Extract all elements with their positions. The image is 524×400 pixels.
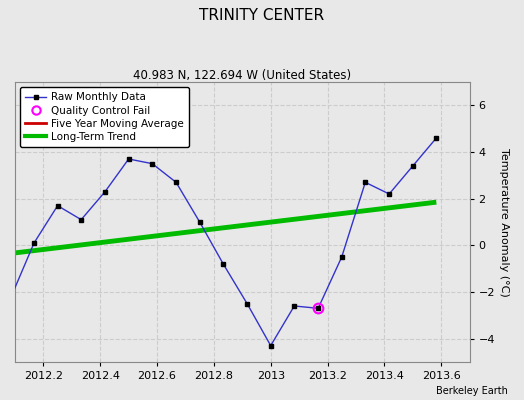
- Title: 40.983 N, 122.694 W (United States): 40.983 N, 122.694 W (United States): [133, 69, 352, 82]
- Text: TRINITY CENTER: TRINITY CENTER: [200, 8, 324, 23]
- Legend: Raw Monthly Data, Quality Control Fail, Five Year Moving Average, Long-Term Tren: Raw Monthly Data, Quality Control Fail, …: [20, 87, 189, 147]
- Text: Berkeley Earth: Berkeley Earth: [436, 386, 508, 396]
- Y-axis label: Temperature Anomaly (°C): Temperature Anomaly (°C): [499, 148, 509, 296]
